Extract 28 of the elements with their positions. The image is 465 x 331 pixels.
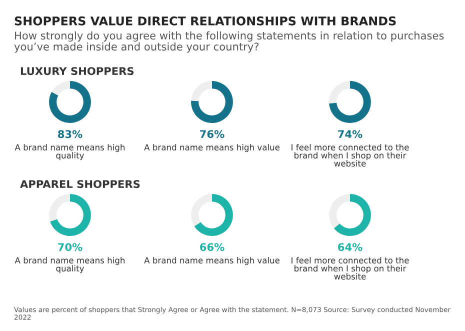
chart-title: LUXURY SHOPPERS <box>20 67 134 76</box>
donut-slice <box>329 81 350 104</box>
data-label: 64% <box>338 243 362 252</box>
slice-label: A brand name means high value <box>144 257 280 266</box>
donut-slice <box>49 81 91 123</box>
donut-slice <box>329 81 371 123</box>
data-label: 74% <box>338 130 362 138</box>
slice-label: I feel more connected to the brand when I shop on their website <box>292 257 409 280</box>
chart-title: APPAREL SHOPPERS <box>20 180 140 188</box>
slice-label: I feel more connected to the brand when I shop on their website <box>292 144 409 167</box>
donut-slice <box>191 81 212 102</box>
data-label: 66% <box>200 243 224 252</box>
donut-slice <box>52 81 70 96</box>
donut-slice <box>191 81 233 123</box>
donut-slice <box>194 194 233 236</box>
data-label: 70% <box>58 243 82 252</box>
slice-label: A brand name means high value <box>144 144 280 152</box>
data-label: 83% <box>58 130 82 138</box>
text: How strongly do you agree with the following statements in relation to purchases you’ve made inside and outside your country? <box>14 31 444 53</box>
donut-slice <box>49 194 70 222</box>
slice-label: A brand name means high quality <box>14 257 125 274</box>
donut-slice <box>329 194 350 228</box>
donut-slice <box>334 194 371 236</box>
donut-slice <box>191 194 212 226</box>
data-label: 76% <box>200 130 224 138</box>
slice-label: A brand name means high quality <box>14 144 125 160</box>
donut-slice <box>50 194 91 236</box>
text: SHOPPERS VALUE DIRECT RELATIONSHIPS WITH BRANDS <box>14 16 396 26</box>
